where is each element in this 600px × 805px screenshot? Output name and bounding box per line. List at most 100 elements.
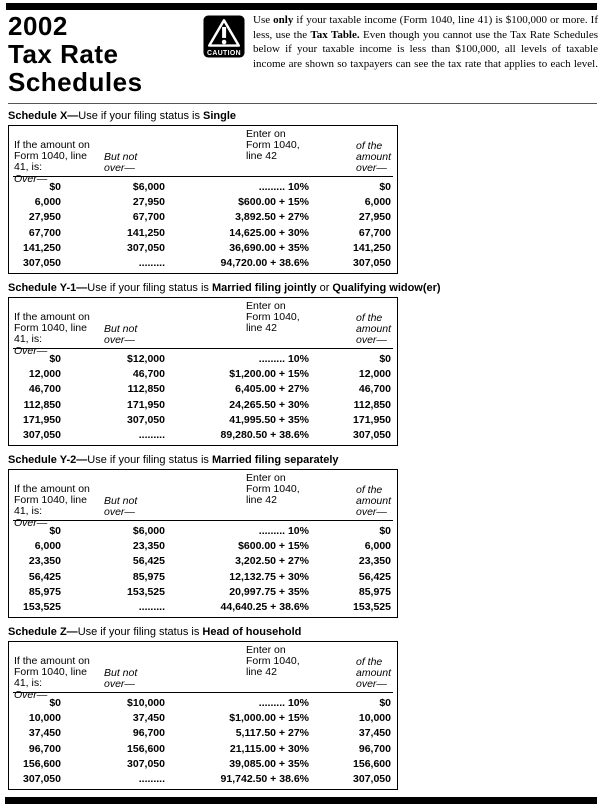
table-cell: $6,000 (132, 524, 165, 537)
header-col-over: If the amount on Form 1040, line 41, is:… (14, 301, 90, 368)
table-cell: $0 (379, 352, 391, 365)
table-row: 96,700 156,600 21,115.00 + 30% 96,700 (9, 741, 397, 756)
table-cell: $10,000 (127, 696, 165, 709)
table-cell: 6,000 (34, 539, 61, 552)
table-cell: 67,700 (28, 226, 61, 239)
table-row: 37,450 96,700 5,117.50 + 27% 37,450 (9, 726, 397, 741)
table-row: 6,000 23,350 $600.00 + 15% 6,000 (9, 538, 397, 553)
table-cell: 94,720.00 + 38.6% (220, 257, 309, 270)
table-cell: 46,700 (358, 383, 391, 396)
table-cell: 96,700 (358, 742, 391, 755)
table-row: 141,250 307,050 36,690.00 + 35% 141,250 (9, 240, 397, 255)
schedule-title-segment: Schedule Z— (8, 626, 78, 638)
table-row: $0 $12,000 ......... 10% $0 (9, 351, 397, 366)
header-col-but-not-over: But not over— (104, 323, 138, 346)
header-col-but-not-over: But not over— (104, 495, 138, 518)
header-col1-over: Over— (14, 517, 48, 529)
table-cell: 3,892.50 + 27% (235, 211, 309, 224)
table-cell: ......... (138, 773, 165, 786)
table-cell: 12,000 (358, 367, 391, 380)
table-cell: $1,200.00 + 15% (229, 367, 309, 380)
table-row: 112,850 171,950 24,265.50 + 30% 112,850 (9, 397, 397, 412)
page-title-line: Tax Rate (8, 39, 119, 69)
page-title-line: Schedules (8, 67, 143, 97)
table-cell: ......... 10% (258, 524, 309, 537)
schedule-block: Schedule Z—Use if your filing status is … (8, 627, 598, 790)
table-cell: 39,085.00 + 35% (229, 757, 309, 770)
header-col1-text: If the amount on Form 1040, line 41, is: (14, 139, 90, 173)
table-cell: ......... (138, 257, 165, 270)
table-cell: 153,525 (127, 585, 165, 598)
table-cell: 27,950 (28, 211, 61, 224)
header-col1-text: If the amount on Form 1040, line 41, is: (14, 655, 90, 689)
table-cell: 141,250 (23, 241, 61, 254)
table-cell: 85,975 (132, 570, 165, 583)
table-cell: $0 (49, 180, 61, 193)
table-body: $0 $12,000 ......... 10% $0 12,000 46,700 $1,2… (9, 349, 397, 446)
table-row: 27,950 67,700 3,892.50 + 27% 27,950 (9, 210, 397, 225)
table-row: 85,975 153,525 20,997.75 + 35% 85,975 (9, 584, 397, 599)
page-title-line: 2002 (8, 11, 68, 41)
table-cell: 153,525 (23, 601, 61, 614)
header-col-enter: Enter on Form 1040, line 42 (246, 128, 300, 162)
caution-note: Use only if your taxable income (Form 10… (253, 13, 598, 72)
schedule-title-segment: Single (203, 110, 237, 122)
table-cell: ......... 10% (258, 696, 309, 709)
header-col-but-not-over: But not over— (104, 667, 138, 690)
schedule-table: If the amount on Form 1040, line 41, is:… (8, 469, 398, 618)
table-cell: 96,700 (132, 727, 165, 740)
table-header: If the amount on Form 1040, line 41, is:… (9, 642, 397, 701)
table-cell: 6,000 (34, 195, 61, 208)
table-row: $0 $6,000 ......... 10% $0 (9, 523, 397, 538)
page-title: 2002 Tax Rate Schedules (8, 12, 208, 96)
table-cell: $12,000 (127, 352, 165, 365)
table-header: If the amount on Form 1040, line 41, is:… (9, 126, 397, 185)
schedule-block: Schedule Y-1—Use if your filing status i… (8, 283, 598, 446)
table-cell: 171,950 (353, 413, 391, 426)
table-cell: 23,350 (28, 555, 61, 568)
table-cell: 27,950 (358, 211, 391, 224)
schedule-title-segment: Head of household (202, 626, 302, 638)
table-cell: 6,405.00 + 27% (235, 383, 309, 396)
table-cell: 23,350 (358, 555, 391, 568)
table-cell: 153,525 (353, 601, 391, 614)
table-header: If the amount on Form 1040, line 41, is:… (9, 470, 397, 529)
table-cell: 10,000 (28, 711, 61, 724)
table-row: 46,700 112,850 6,405.00 + 27% 46,700 (9, 382, 397, 397)
schedule-title: Schedule Y-2—Use if your filing status i… (8, 455, 598, 466)
table-cell: 89,280.50 + 38.6% (220, 429, 309, 442)
table-row: 23,350 56,425 3,202.50 + 27% 23,350 (9, 554, 397, 569)
schedule-table: If the amount on Form 1040, line 41, is:… (8, 125, 398, 274)
schedule-title-segment: or (316, 282, 333, 294)
header-col-over: If the amount on Form 1040, line 41, is:… (14, 473, 90, 540)
header-col1-over: Over— (14, 173, 48, 185)
schedule-block: Schedule X—Use if your filing status is … (8, 111, 598, 274)
table-cell: 12,000 (28, 367, 61, 380)
table-cell: $0 (379, 524, 391, 537)
table-cell: 307,050 (23, 773, 61, 786)
schedule-table: If the amount on Form 1040, line 41, is:… (8, 297, 398, 446)
table-cell: 10,000 (358, 711, 391, 724)
schedule-title-segment: Use if your filing status is (77, 626, 203, 638)
table-cell: 3,202.50 + 27% (235, 555, 309, 568)
table-cell: 112,850 (23, 398, 61, 411)
schedule-title: Schedule Y-1—Use if your filing status i… (8, 283, 598, 294)
table-cell: 112,850 (127, 383, 165, 396)
table-body: $0 $6,000 ......... 10% $0 6,000 27,950 $600.0… (9, 177, 397, 274)
caution-icon: CAUTION (203, 15, 245, 58)
header-col-enter: Enter on Form 1040, line 42 (246, 644, 300, 678)
table-cell: 307,050 (127, 241, 165, 254)
table-row: 10,000 37,450 $1,000.00 + 15% 10,000 (9, 710, 397, 725)
table-row: 6,000 27,950 $600.00 + 15% 6,000 (9, 194, 397, 209)
header-col-of-amount-over: of the amount over— (356, 312, 392, 346)
table-row: 67,700 141,250 14,625.00 + 30% 67,700 (9, 225, 397, 240)
table-cell: $1,000.00 + 15% (229, 711, 309, 724)
table-row: 156,600 307,050 39,085.00 + 35% 156,600 (9, 756, 397, 771)
schedule-title-segment: Schedule Y-2— (8, 454, 88, 466)
caution-icon-label: CAUTION (207, 50, 241, 57)
table-cell: 36,690.00 + 35% (229, 241, 309, 254)
table-cell: 96,700 (28, 742, 61, 755)
table-cell: 141,250 (127, 226, 165, 239)
schedule-table: If the amount on Form 1040, line 41, is:… (8, 641, 398, 790)
table-body: $0 $10,000 ......... 10% $0 10,000 37,450 $1,0… (9, 693, 397, 790)
